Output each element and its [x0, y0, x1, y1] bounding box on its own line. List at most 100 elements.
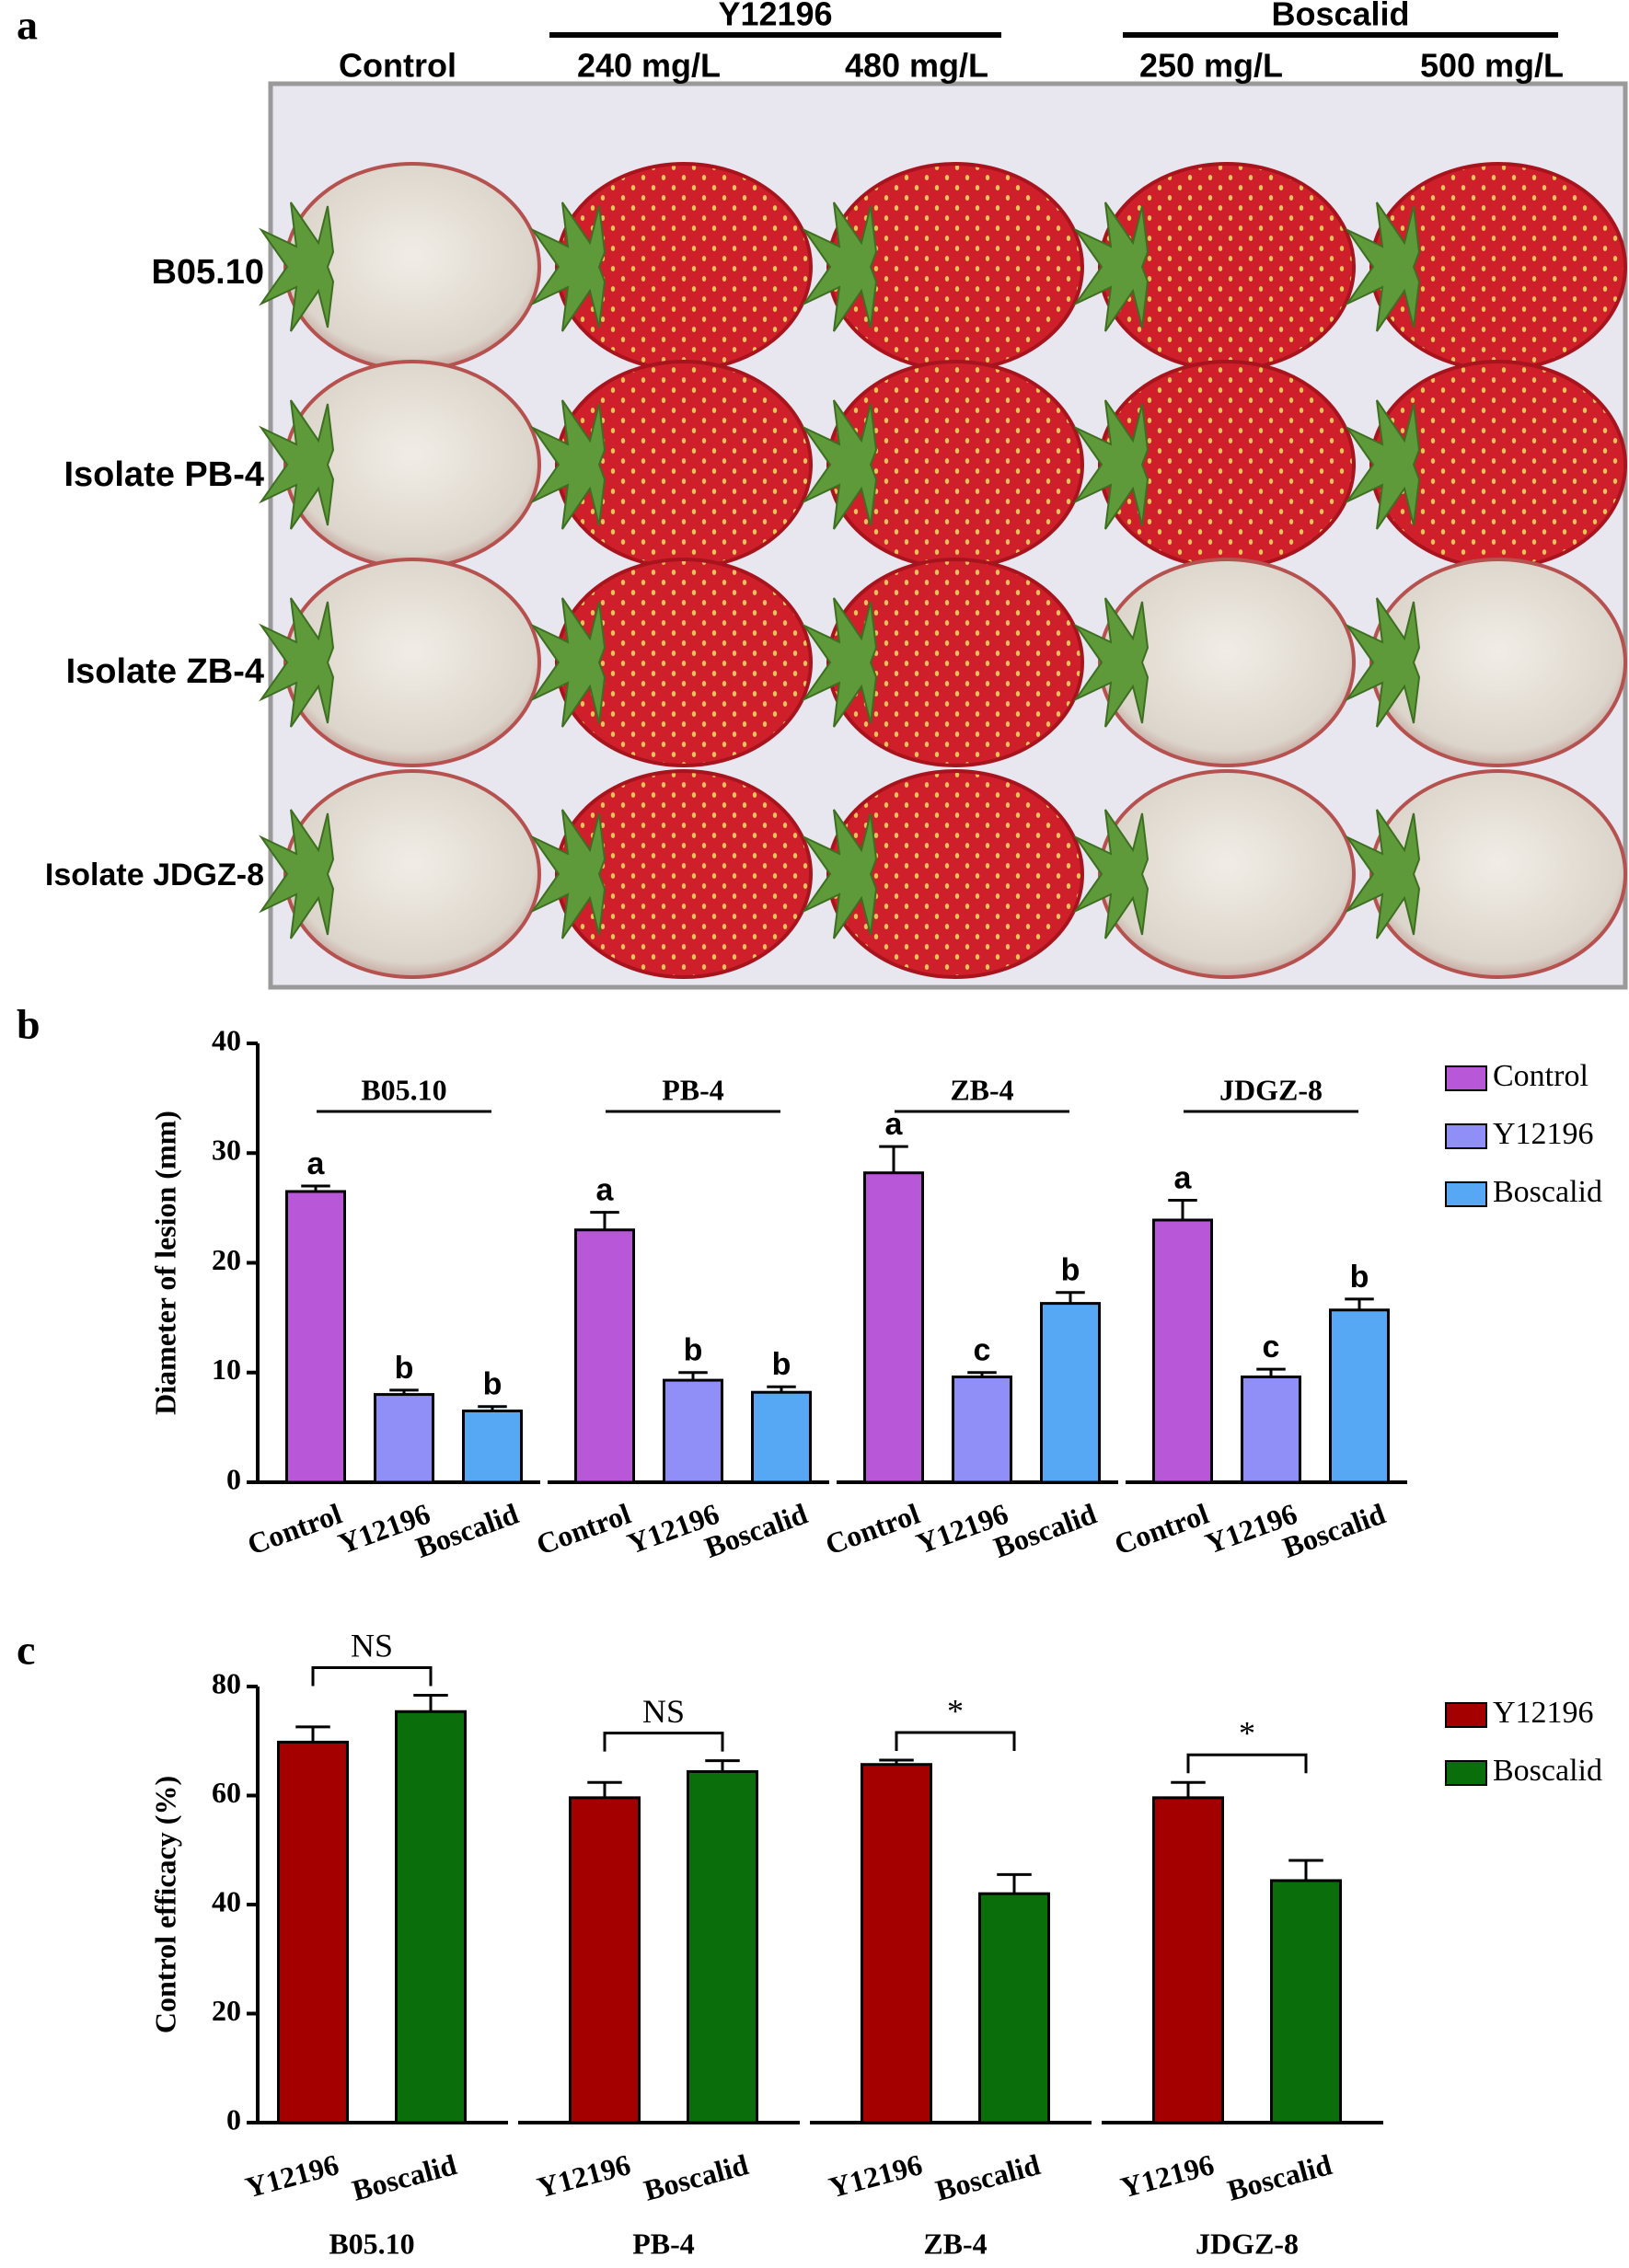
fruit	[1369, 769, 1627, 979]
calyx	[802, 597, 878, 728]
significance-letter: b	[395, 1351, 414, 1386]
significance-label: NS	[642, 1693, 685, 1730]
fruit	[826, 558, 1084, 767]
error-bar	[587, 1780, 622, 1798]
legend-label: Control	[1493, 1059, 1589, 1093]
calyx	[530, 201, 607, 332]
y-tick-label: 40	[212, 1884, 241, 1917]
calyx	[1345, 399, 1421, 530]
group-label: ZB-4	[923, 2227, 987, 2260]
legend-swatch	[1445, 1123, 1487, 1149]
legend-label: Boscalid	[1493, 1175, 1602, 1209]
strawberry	[802, 360, 1084, 570]
panel-label: a	[17, 2, 38, 49]
bar	[1241, 1376, 1301, 1484]
error-bar	[1288, 1859, 1323, 1881]
significance-letter: b	[684, 1333, 703, 1368]
strawberry	[802, 558, 1084, 767]
significance-letter: b	[1350, 1260, 1369, 1295]
error-bar	[295, 1725, 330, 1743]
x-tick-label: Boscalid	[1278, 1497, 1390, 1564]
significance-letter: b	[1061, 1253, 1080, 1288]
x-tick-label: Y12196	[1117, 2147, 1218, 2204]
x-tick-label: Boscalid	[989, 1497, 1101, 1564]
error-bar	[478, 1405, 507, 1411]
fruit	[1098, 558, 1356, 767]
error-bar	[705, 1759, 740, 1772]
x-tick-label: Control	[1110, 1497, 1213, 1561]
fruit	[555, 558, 813, 767]
column-label: 500 mg/L	[1420, 47, 1564, 85]
x-tick-label: Y12196	[826, 2147, 926, 2204]
calyx	[802, 809, 878, 939]
bar	[1152, 1218, 1213, 1484]
y-tick-label: 30	[212, 1134, 241, 1167]
group-label: ZB-4	[950, 1073, 1013, 1106]
column-label: 250 mg/L	[1139, 47, 1283, 85]
strawberry	[802, 769, 1084, 979]
x-tick-label: Y12196	[534, 2147, 634, 2204]
x-tick-label: Y12196	[242, 2147, 342, 2204]
significance-letter: b	[772, 1347, 791, 1382]
error-bar	[767, 1385, 796, 1393]
x-tick-label: Control	[821, 1497, 924, 1561]
legend-label: Y12196	[1493, 1696, 1594, 1730]
bar	[1040, 1302, 1101, 1484]
bar	[663, 1378, 723, 1484]
error-bar	[678, 1371, 708, 1381]
significance-label: NS	[351, 1628, 393, 1664]
fruit	[826, 769, 1084, 979]
bar	[569, 1796, 641, 2124]
group-label: PB-4	[662, 1073, 724, 1106]
error-bar	[879, 1758, 914, 1765]
fruit	[555, 769, 813, 979]
error-bar	[879, 1145, 908, 1173]
error-bar	[1056, 1291, 1085, 1304]
calyx	[802, 201, 878, 332]
y-tick-label: 60	[212, 1776, 241, 1809]
calyx	[259, 399, 335, 530]
bar	[574, 1228, 635, 1484]
error-bar	[389, 1388, 419, 1395]
error-bar	[590, 1211, 619, 1230]
column-label: 480 mg/L	[845, 47, 988, 85]
bar	[861, 1763, 932, 2124]
bar	[462, 1409, 523, 1484]
calyx	[259, 597, 335, 728]
row-label: Isolate ZB-4	[66, 652, 264, 691]
calyx	[1345, 597, 1421, 728]
bar	[952, 1376, 1012, 1484]
group-label: Y12196	[718, 0, 832, 33]
group-label: B05.10	[361, 1073, 446, 1106]
y-tick-label: 0	[226, 1462, 241, 1495]
bar	[751, 1390, 812, 1484]
significance-bracket	[311, 1665, 433, 1687]
panel-label: b	[17, 1001, 40, 1048]
column-label: Control	[339, 47, 456, 85]
fruit	[1098, 769, 1356, 979]
y-tick-label: 40	[212, 1023, 241, 1056]
calyx	[1073, 399, 1150, 530]
error-bar	[967, 1371, 997, 1377]
significance-letter: a	[596, 1173, 615, 1208]
bar	[978, 1892, 1050, 2124]
strawberry	[1345, 769, 1627, 979]
legend-label: Boscalid	[1493, 1754, 1602, 1788]
error-bar	[997, 1872, 1032, 1894]
y-tick-label: 10	[212, 1353, 241, 1386]
x-tick-label: Boscalid	[641, 2147, 752, 2207]
group-label: Boscalid	[1271, 0, 1409, 33]
significance-letter: c	[1263, 1330, 1280, 1364]
strawberry	[530, 360, 813, 570]
legend-swatch	[1445, 1181, 1487, 1207]
strawberry	[530, 769, 813, 979]
strawberry	[259, 558, 541, 767]
x-tick-label: Boscalid	[700, 1497, 812, 1564]
calyx	[530, 597, 607, 728]
y-tick-label: 80	[212, 1666, 241, 1699]
fruit	[283, 769, 541, 979]
bar	[1152, 1796, 1224, 2124]
x-tick-label: Control	[243, 1497, 346, 1561]
